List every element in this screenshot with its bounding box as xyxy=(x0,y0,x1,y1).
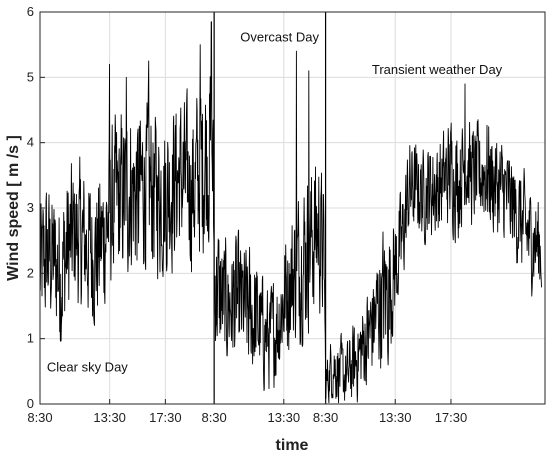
y-tick-label: 6 xyxy=(27,4,34,19)
x-tick-label: 8:30 xyxy=(201,410,226,425)
y-tick-label: 4 xyxy=(27,135,34,150)
y-tick-label: 1 xyxy=(27,331,34,346)
x-axis-title: time xyxy=(276,437,309,454)
day-annotation-label: Transient weather Day xyxy=(372,62,503,77)
x-tick-label: 8:30 xyxy=(313,410,338,425)
x-tick-label: 17:30 xyxy=(435,410,468,425)
day-annotation-label: Overcast Day xyxy=(240,29,319,44)
day-annotation-label: Clear sky Day xyxy=(47,359,128,374)
y-tick-label: 5 xyxy=(27,69,34,84)
x-tick-label: 13:30 xyxy=(93,410,126,425)
x-tick-label: 17:30 xyxy=(149,410,182,425)
y-axis-ticks: 0 1 2 3 4 5 6 xyxy=(27,4,45,411)
day-annotations: Clear sky Day Overcast Day Transient weath… xyxy=(47,29,503,374)
x-tick-label: 13:30 xyxy=(268,410,301,425)
y-tick-label: 3 xyxy=(27,200,34,215)
y-tick-label: 2 xyxy=(27,265,34,280)
y-tick-label: 0 xyxy=(27,396,34,411)
y-axis-title: Wind speed [ m /s ] xyxy=(5,135,22,281)
x-tick-label: 8:30 xyxy=(27,410,52,425)
x-axis-ticks: 8:30 13:30 17:30 8:30 13:30 8:30 13:30 17:30 xyxy=(27,399,467,425)
x-tick-label: 13:30 xyxy=(379,410,412,425)
wind-speed-series-line xyxy=(39,21,542,404)
